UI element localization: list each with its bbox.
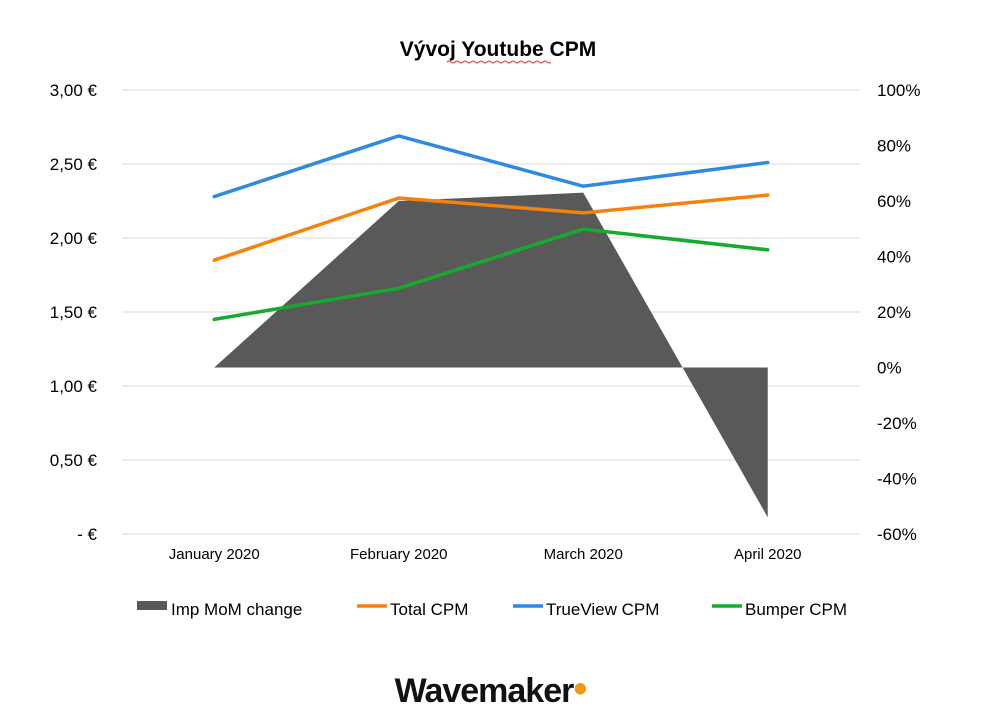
spellcheck-underline <box>446 60 552 64</box>
area-imp-mom-change <box>214 192 768 518</box>
y-right-tick-label: -20% <box>877 414 917 433</box>
y-right-tick-label: -40% <box>877 470 917 489</box>
series-line-total-cpm <box>212 193 770 262</box>
y-right-tick-label: 40% <box>877 248 911 267</box>
x-axis-categories: January 2020 February 2020 March 2020 April… <box>169 546 802 563</box>
y-left-tick-label: 1,50 € <box>50 303 98 322</box>
series-line-trueview-cpm <box>212 134 770 199</box>
area-series <box>214 192 768 518</box>
chart-title: Vývoj Youtube CPM <box>400 38 596 61</box>
y-right-tick-label: 80% <box>877 137 911 156</box>
y-left-tick-label: - € <box>77 525 97 544</box>
line-series <box>212 134 770 322</box>
legend-swatch-area <box>137 601 167 610</box>
y-right-tick-label: -60% <box>877 525 917 544</box>
y-right-tick-label: 100% <box>877 81 920 100</box>
x-category-label: March 2020 <box>544 546 623 563</box>
y-axis-right: -60% -40% -20% 0% 20% 40% 60% 80% 100% <box>877 81 920 544</box>
y-left-tick-label: 2,00 € <box>50 229 98 248</box>
legend-label: TrueView CPM <box>546 600 659 619</box>
y-left-tick-label: 3,00 € <box>50 81 98 100</box>
x-category-label: January 2020 <box>169 546 260 563</box>
legend-label: Bumper CPM <box>745 600 847 619</box>
y-left-tick-label: 0,50 € <box>50 451 98 470</box>
legend-label: Imp MoM change <box>171 600 302 619</box>
y-left-tick-label: 1,00 € <box>50 377 98 396</box>
legend: Imp MoM change Total CPM TrueView CPM Bumpe… <box>137 600 847 619</box>
series-line-bumper-cpm <box>212 227 770 322</box>
y-right-tick-label: 20% <box>877 303 911 322</box>
y-right-tick-label: 60% <box>877 192 911 211</box>
wavemaker-logo: Wavemaker• <box>0 669 981 711</box>
legend-label: Total CPM <box>390 600 468 619</box>
y-right-tick-label: 0% <box>877 359 902 378</box>
y-axis-left: - € 0,50 € 1,00 € 1,50 € 2,00 € 2,50 € 3,00 € <box>50 81 98 544</box>
x-category-label: April 2020 <box>734 546 802 563</box>
logo-dot: • <box>573 667 587 711</box>
x-category-label: February 2020 <box>350 546 448 563</box>
y-left-tick-label: 2,50 € <box>50 155 98 174</box>
logo-text: Wavemaker <box>394 672 575 710</box>
